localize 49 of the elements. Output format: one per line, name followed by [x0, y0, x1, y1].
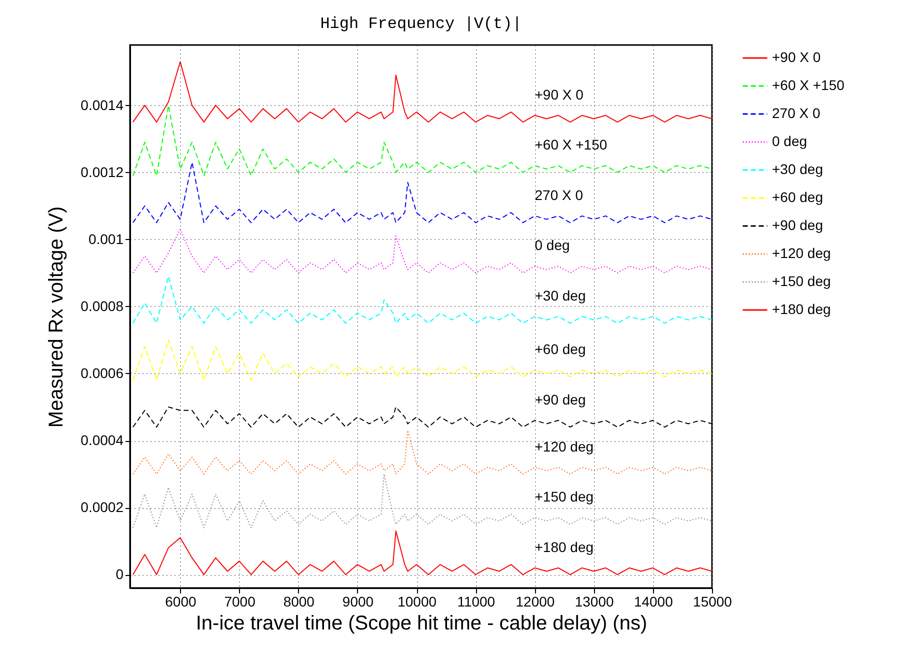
y-tick-label: 0.0002: [80, 499, 124, 516]
chart-title: High Frequency |V(t)|: [320, 15, 522, 33]
legend-label: 0 deg: [772, 133, 808, 149]
line-series: [132, 339, 712, 381]
x-tick-label: 14000: [634, 594, 674, 610]
x-axis-title: In-ice travel time (Scope hit time - cable delay) (ns): [196, 612, 648, 634]
legend-label: +180 deg: [772, 301, 831, 317]
annotation: +90 deg: [534, 391, 586, 408]
legend-label: +150 deg: [772, 273, 831, 289]
x-tick-label: 9000: [342, 594, 374, 610]
y-axis-title: Measured Rx voltage (V): [46, 206, 68, 428]
line-series: [132, 61, 712, 123]
x-tick-label: 6000: [165, 594, 197, 610]
x-tick-label: 10000: [398, 594, 437, 610]
legend-label: +60 deg: [772, 189, 823, 205]
x-tick-label: 8000: [283, 594, 315, 610]
annotation: +150 deg: [534, 488, 594, 505]
line-series: [132, 162, 712, 224]
y-tick-label: 0.0014: [80, 96, 124, 113]
x-tick-label: 13000: [574, 594, 614, 610]
x-tick-label: 15000: [693, 594, 732, 610]
legend-label: +120 deg: [772, 245, 831, 261]
y-tick-label: 0.0012: [80, 164, 124, 180]
legend-label: +90 X 0: [772, 49, 821, 65]
annotation: 0 deg: [534, 237, 570, 254]
legend-label: +60 X +150: [772, 77, 845, 93]
annotation: +30 deg: [534, 288, 586, 304]
y-tick-label: 0.0004: [80, 432, 124, 448]
line-series: [132, 530, 712, 576]
x-tick-label: 11000: [457, 594, 496, 610]
y-tick-label: 0.0006: [80, 364, 124, 381]
line-series: [132, 276, 712, 324]
x-tick-label: 12000: [516, 594, 555, 610]
y-tick-label: 0.0008: [80, 298, 124, 314]
annotation: +60 deg: [534, 341, 586, 358]
y-tick-label: 0.001: [88, 230, 124, 247]
annotation: +60 X +150: [534, 136, 608, 153]
annotation: 270 X 0: [534, 186, 584, 203]
x-tick-label: 7000: [224, 594, 256, 610]
legend-label: +30 deg: [772, 161, 823, 177]
y-tick-label: 0: [116, 566, 124, 582]
line-series: [132, 430, 712, 475]
line-series: [132, 228, 712, 274]
annotation: +120 deg: [534, 438, 594, 454]
line-series: [132, 104, 712, 176]
legend-label: 270 X 0: [772, 105, 820, 121]
annotation: +180 deg: [534, 538, 594, 555]
legend-label: +90 deg: [772, 217, 823, 233]
annotation: +90 X 0: [534, 86, 584, 102]
